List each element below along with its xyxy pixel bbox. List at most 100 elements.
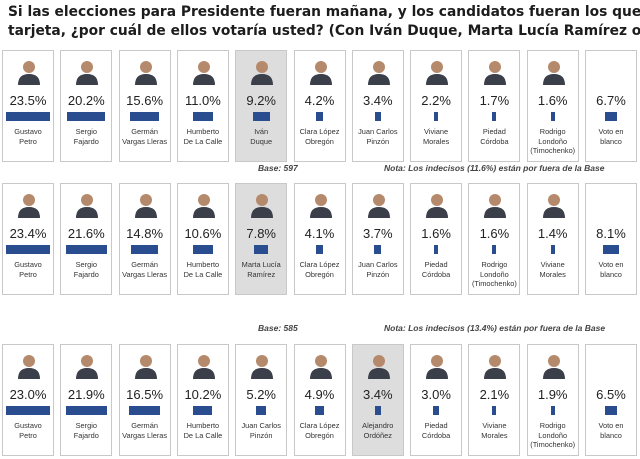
category-label-line: Juan Carlos (358, 127, 398, 136)
bar (550, 112, 555, 121)
category-label: Germán Vargas Lleras (120, 260, 170, 279)
candidate-photo (367, 194, 390, 218)
category-label-line: De La Calle (183, 430, 223, 440)
category-label-line: Germán (131, 260, 158, 269)
category-label-line: Clara López (299, 260, 340, 269)
title-line-1: Si las elecciones para Presidente fueran… (8, 4, 640, 20)
bar (314, 406, 325, 415)
indecisos-note: Nota: Los indecisos (13.4%) están por fu… (384, 323, 606, 333)
category-label-line: blanco (600, 430, 622, 440)
candidate-photo (426, 194, 449, 218)
data-label: 10.2% (184, 387, 222, 402)
category-label-line: Voto en (598, 127, 624, 136)
category-label: Piedad Córdoba (469, 127, 519, 146)
candidate-photo (251, 194, 274, 218)
candidate-cell: 11.0% Humberto De La Calle (176, 50, 229, 162)
candidate-cell: 16.5% Germán Vargas Lleras (118, 344, 171, 456)
category-label: Piedad Córdoba (411, 421, 461, 440)
category-label-line: (Timochenko) (471, 279, 517, 288)
data-label: 4.1% (304, 226, 335, 241)
category-label: Rodrigo Londoño (Timochenko) (469, 260, 519, 289)
category-label-line: De La Calle (183, 269, 223, 279)
candidate-cell: 1.7% Piedad Córdoba (468, 50, 521, 162)
data-label: 1.4% (537, 226, 568, 241)
category-label: Humberto De La Calle (178, 127, 228, 146)
bar (192, 112, 214, 121)
category-label: Clara López Obregón (295, 421, 345, 440)
bar (67, 112, 106, 121)
category-label-line: Humberto (186, 260, 220, 269)
data-label: 23.5% (9, 93, 47, 108)
bar (433, 406, 439, 415)
category-label: Germán Vargas Lleras (120, 421, 170, 440)
category-label-line: Córdoba (480, 136, 509, 146)
candidate-photo (18, 355, 40, 379)
category-label-line: Londoño (480, 269, 509, 279)
data-label: 3.0% (421, 387, 451, 402)
bar (252, 112, 270, 121)
bar (253, 245, 269, 254)
category-label-line: Rodrigo (481, 260, 508, 269)
candidate-cell: 15.6% Germán Vargas Lleras (118, 50, 171, 162)
bar (492, 245, 497, 254)
category-label-line: Duque (250, 136, 273, 146)
bar (492, 406, 497, 415)
candidate-cell: 8.1% Voto en blanco (585, 183, 637, 295)
bar (603, 245, 619, 254)
data-label: 23.0% (9, 387, 47, 402)
category-label: Viviane Morales (411, 127, 461, 146)
data-label: 20.2% (67, 93, 105, 108)
data-label: 9.2% (246, 93, 276, 108)
bar (434, 245, 439, 254)
category-label-line: Córdoba (421, 269, 451, 279)
data-label: 11.0% (184, 93, 221, 108)
category-label-line: Petro (19, 430, 37, 440)
category-label-line: Iván (254, 127, 269, 136)
candidate-cell: 5.2% Juan Carlos Pinzón (235, 344, 288, 456)
category-label: Alejandro Ordóñez (353, 421, 403, 440)
candidate-cell: 20.2% Sergio Fajardo (60, 50, 113, 162)
category-label: Viviane Morales (469, 421, 519, 440)
candidate-cell: 3.0% Piedad Córdoba (410, 344, 463, 456)
candidate-cell: 1.6% Rodrigo Londoño (Timochenko) (468, 183, 521, 295)
bar (256, 406, 267, 415)
category-label-line: Obregón (305, 136, 334, 146)
candidate-cell: 1.6% Rodrigo Londoño (Timochenko) (526, 50, 579, 162)
category-label: Piedad Córdoba (411, 260, 461, 279)
candidate-cell: 23.0% Gustavo Petro (2, 344, 54, 456)
category-label: Gustavo Petro (3, 127, 53, 146)
base-note: Base: 585 (258, 323, 298, 333)
candidate-photo (542, 194, 565, 218)
candidate-cell: 3.4% Juan Carlos Pinzón (351, 50, 404, 162)
category-label-line: Rodrigo (539, 127, 566, 136)
category-label-line: Vargas Lleras (122, 269, 168, 279)
category-label: Clara López Obregón (295, 127, 345, 146)
candidate-cell: 6.7% Voto en blanco (585, 50, 637, 162)
base-note: Base: 597 (258, 163, 298, 173)
category-label: Sergio Fajardo (61, 260, 111, 279)
category-label: Voto en blanco (586, 260, 636, 279)
candidate-photo (134, 194, 157, 218)
candidate-photo (484, 61, 507, 85)
data-label: 23.4% (9, 226, 47, 241)
candidate-photo (251, 61, 274, 85)
candidate-cell: 9.2% Iván Duque (235, 50, 288, 162)
candidate-cell: 2.1% Viviane Morales (468, 344, 521, 456)
bar (492, 112, 497, 121)
data-label: 6.5% (596, 387, 626, 402)
bar (604, 406, 618, 415)
category-label: Marta Lucía Ramírez (236, 260, 286, 279)
bar (315, 245, 324, 254)
candidate-photo (426, 61, 449, 85)
category-label-line: Pinzón (249, 430, 273, 440)
bar (6, 245, 50, 254)
category-label-line: Viviane (424, 127, 449, 136)
data-label: 5.2% (246, 387, 276, 402)
bar (65, 406, 107, 415)
category-label-line: (Timochenko) (530, 440, 576, 449)
category-label-line: Petro (19, 136, 37, 146)
candidate-cell: 3.7% Juan Carlos Pinzón (351, 183, 404, 295)
category-label-line: blanco (600, 136, 622, 146)
candidate-photo (18, 61, 40, 85)
category-label-line: Fajardo (73, 136, 99, 146)
